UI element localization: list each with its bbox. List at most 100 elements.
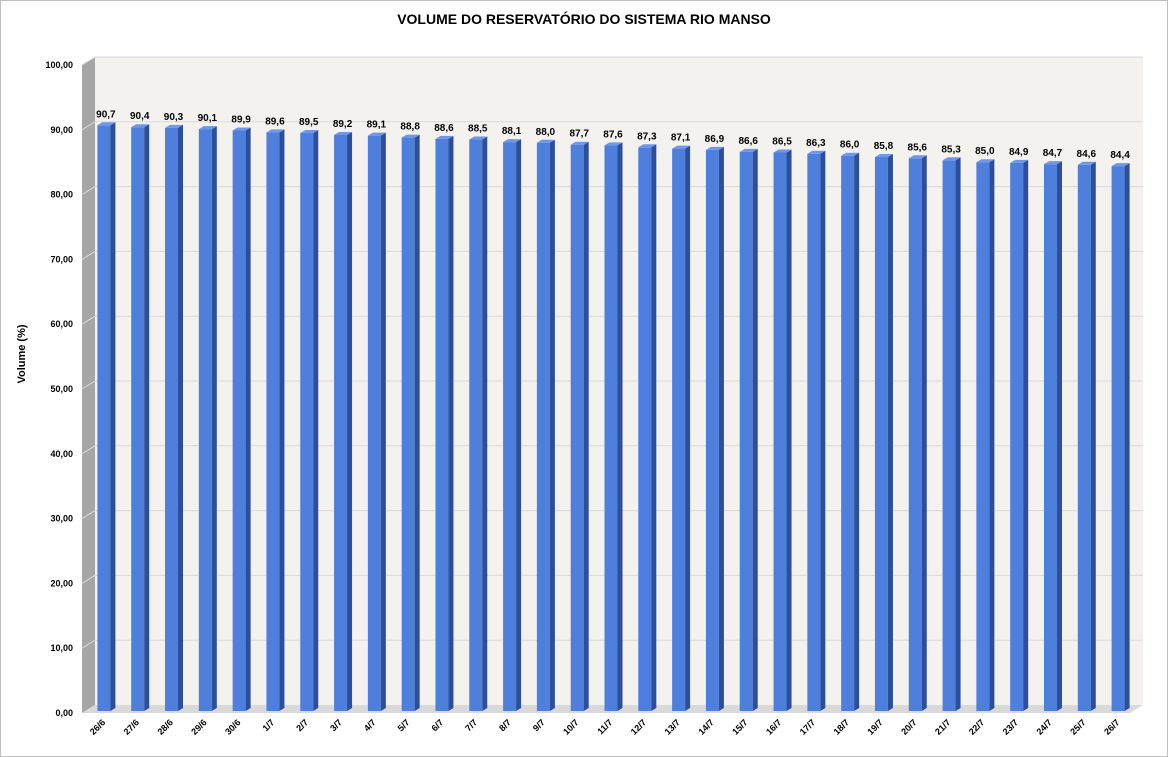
x-tick-label: 29/6 [189, 717, 208, 736]
bar-side [414, 134, 420, 712]
bar-top [401, 134, 420, 138]
data-label: 85,3 [941, 144, 961, 155]
x-tick-label: 28/6 [155, 717, 174, 736]
data-label: 88,1 [502, 126, 522, 137]
bar-front [300, 133, 314, 712]
bar-side [685, 145, 691, 712]
x-tick-label: 22/7 [967, 717, 986, 736]
bar-side [752, 148, 758, 711]
bar [1077, 161, 1096, 712]
gridline-side [81, 445, 96, 455]
bar-side [786, 149, 792, 712]
bar-front [266, 132, 280, 712]
bar [773, 149, 792, 712]
x-tick-label: 16/7 [764, 717, 783, 736]
data-label: 86,9 [705, 134, 725, 145]
bar-side [921, 155, 927, 711]
bar-front [638, 147, 652, 711]
bar-top [604, 142, 623, 146]
x-tick-label: 10/7 [561, 717, 580, 736]
bar-top [334, 131, 353, 135]
bar [131, 124, 150, 711]
data-label: 86,3 [806, 138, 826, 149]
data-label: 89,6 [265, 116, 285, 127]
bar-side [448, 135, 454, 711]
bar-side [887, 154, 893, 712]
bar [638, 144, 657, 711]
data-label: 88,0 [536, 127, 556, 138]
x-tick-label: 5/7 [396, 717, 412, 733]
bar-top [841, 152, 860, 156]
bar-side [347, 131, 353, 711]
bar-front [97, 125, 111, 712]
bar-top [266, 129, 285, 133]
y-tick-label: 80,00 [50, 190, 73, 200]
x-tick-label: 20/7 [899, 717, 918, 736]
bar-top [773, 149, 792, 153]
bar-side [820, 150, 826, 711]
x-tick-label: 4/7 [362, 717, 378, 733]
data-label: 89,5 [299, 117, 319, 128]
bar-front [1043, 164, 1057, 712]
bar-front [807, 153, 821, 711]
y-axis-ticks: 0,00 10,00 20,00 30,00 40,00 50,00 60,00 70,00 8… [45, 60, 73, 718]
y-tick-label: 20,00 [50, 578, 73, 588]
bar [739, 148, 758, 711]
x-tick-label: 27/6 [122, 717, 141, 736]
bar-front [942, 160, 956, 712]
bar-front [232, 130, 246, 711]
data-label: 86,5 [772, 136, 792, 147]
x-tick-label: 30/6 [223, 717, 242, 736]
bar-front [165, 127, 179, 711]
gridline-side [81, 639, 96, 649]
gridline-side [81, 121, 96, 131]
bar-front [841, 155, 855, 712]
gridline-side [81, 380, 96, 390]
bar-front [334, 134, 348, 711]
y-tick-label: 40,00 [50, 449, 73, 459]
bar-front [874, 157, 888, 712]
bar-side [1124, 163, 1130, 711]
bar-side [110, 122, 116, 712]
x-tick-label: 6/7 [429, 717, 445, 733]
bar-side [718, 146, 724, 711]
bar-front [469, 139, 483, 711]
bar-front [536, 142, 550, 711]
bar-top [570, 141, 589, 145]
bar-front [435, 138, 449, 711]
bar-top [672, 145, 691, 149]
bar-side [989, 159, 995, 711]
bar-front [1111, 166, 1125, 711]
bar-front [739, 151, 753, 711]
data-label: 85,8 [874, 141, 894, 152]
bar-top [1043, 161, 1062, 165]
data-label: 88,8 [400, 122, 420, 133]
x-tick-label: 24/7 [1034, 717, 1053, 736]
x-tick-label: 14/7 [696, 717, 715, 736]
x-axis-ticks: 26/6 27/6 28/6 29/6 30/6 1/7 2/7 3/7 4/7 5/7 6/7 7/… [88, 717, 1122, 736]
y-tick-label: 50,00 [50, 384, 73, 394]
bar-top [1111, 163, 1130, 167]
bars [97, 122, 1130, 712]
data-label: 84,7 [1043, 148, 1063, 159]
bar [1043, 161, 1062, 712]
bar [1010, 159, 1029, 711]
data-label: 88,5 [468, 124, 488, 135]
y-tick-label: 30,00 [50, 514, 73, 524]
bar-top [367, 132, 386, 136]
bar-side [178, 124, 184, 711]
bar [367, 132, 386, 711]
bar [503, 139, 522, 711]
y-tick-label: 100,00 [45, 60, 73, 70]
x-tick-label: 2/7 [294, 717, 310, 733]
data-label: 90,4 [130, 111, 150, 122]
x-tick-label: 11/7 [595, 717, 614, 736]
bar-top [198, 126, 217, 130]
bar-side [279, 129, 285, 712]
bar-side [1056, 161, 1062, 712]
data-label: 84,4 [1110, 150, 1130, 161]
bar-top [807, 150, 826, 154]
bar [232, 127, 251, 711]
bar-top [435, 135, 454, 139]
bar [874, 154, 893, 712]
